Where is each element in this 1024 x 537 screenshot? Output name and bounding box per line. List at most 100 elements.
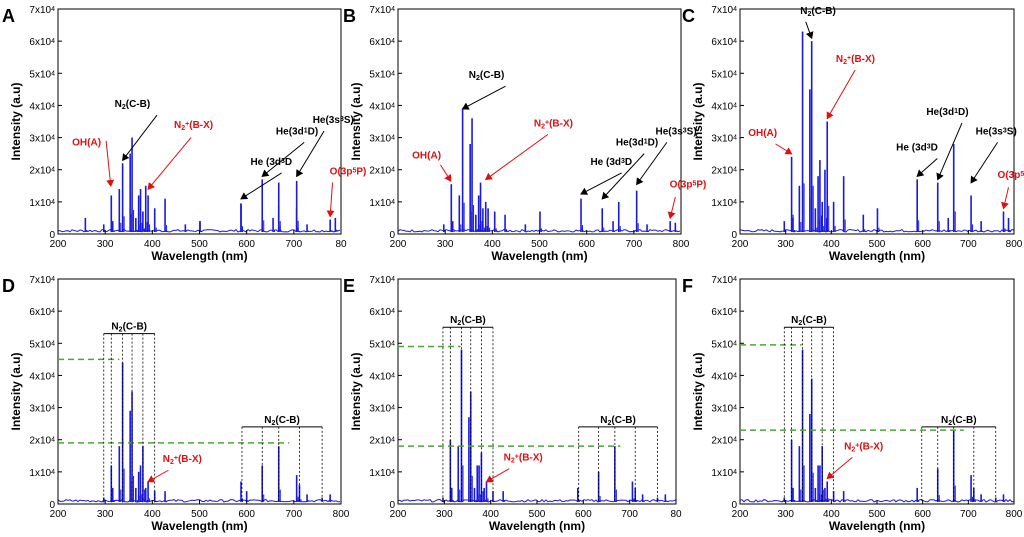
y-tick-label-part: 6x10: [369, 307, 391, 318]
x-tick-label: 500: [529, 509, 546, 520]
y-tick-label: 2x104: [369, 166, 395, 177]
bracket-label-part: (C-B): [952, 415, 976, 426]
panel-label: A: [2, 6, 15, 26]
y-tick-label-part: 1x10: [711, 468, 733, 479]
annotation-label-part: 3: [927, 143, 931, 150]
annotation-arrow: [601, 153, 645, 200]
annotation-arrow: [805, 21, 814, 40]
annotation-label: OH(A): [72, 138, 101, 149]
annotation-label-part: (B-X): [859, 441, 883, 452]
annotation-label-part: D): [958, 107, 969, 118]
y-tick-label-part: 4: [391, 166, 395, 173]
y-tick-label-part: 6x10: [711, 37, 733, 48]
y-tick-label-part: 4x10: [369, 101, 391, 112]
x-tick-label: 700: [285, 239, 302, 250]
annotation-label-part: N: [174, 120, 181, 131]
bracket-label-part: N: [264, 415, 271, 426]
x-tick-label: 400: [823, 509, 840, 520]
annotation-label: O(3p5P): [998, 170, 1024, 181]
bracket-label-part: N: [111, 322, 118, 333]
annotation-label-part: D: [625, 157, 632, 168]
y-tick-label-part: 4: [391, 308, 395, 315]
annotation-label-part: S): [344, 115, 354, 126]
y-tick-label-part: 5x10: [711, 69, 733, 80]
annotation-label-part: OH(A): [72, 138, 101, 149]
y-tick-label-part: 4: [391, 276, 395, 283]
y-tick-label: 5x104: [29, 69, 55, 80]
x-tick-label: 700: [621, 509, 638, 520]
y-tick-label: 4x104: [711, 371, 737, 382]
annotation-label: He(3s3S): [656, 126, 697, 137]
y-tick-label: 3x104: [369, 134, 395, 145]
y-tick-label: 4x104: [369, 101, 395, 112]
annotation-arrow: [916, 158, 938, 178]
x-axis-label: Wavelength (nm): [489, 519, 585, 533]
y-tick-label: 1x104: [29, 198, 55, 209]
x-tick-label: 400: [144, 509, 161, 520]
y-tick-label-part: 4: [733, 372, 737, 379]
x-tick-label: 800: [673, 239, 690, 250]
annotation-label-part: 1: [954, 108, 958, 115]
x-tick-label: 200: [50, 239, 67, 250]
y-tick-label: 7x104: [29, 5, 55, 16]
annotation-label-part: 3: [281, 157, 285, 164]
annotation-arrow: [147, 469, 169, 483]
y-tick-label: 1x104: [29, 468, 55, 479]
annotation-label-part: N: [504, 453, 511, 464]
bracket-label-part: (C-B): [802, 315, 826, 326]
annotation-label-part: O(3p: [998, 170, 1021, 181]
annotation-label-part: He(3d: [276, 126, 304, 137]
annotation-label-part: He(3s: [656, 126, 684, 137]
y-tick-label-part: 0: [389, 230, 395, 241]
annotation-arrow: [1000, 187, 1010, 210]
annotation-arrow: [826, 69, 856, 120]
y-tick-label-part: 4: [733, 38, 737, 45]
y-tick-label: 6x104: [29, 307, 55, 318]
annotation-label-part: (B-X): [549, 118, 573, 129]
annotation-label-part: N: [469, 70, 476, 81]
annotation-label-part: 1: [304, 127, 308, 134]
y-tick-label: 2x104: [711, 166, 737, 177]
annotation-label-part: He (3d: [590, 157, 621, 168]
x-axis-label: Wavelength (nm): [151, 249, 247, 263]
axes-frame: [397, 278, 677, 505]
annotation-label-part: 3: [340, 116, 344, 123]
y-tick-label: 4x104: [29, 101, 55, 112]
annotation-arrow: [105, 140, 115, 187]
y-tick-label: 0: [49, 500, 55, 511]
y-tick-label-part: 7x10: [29, 5, 51, 16]
x-axis-label: Wavelength (nm): [829, 519, 925, 533]
y-tick-label-part: 4: [51, 166, 55, 173]
bracket-label-part: 2: [798, 320, 802, 327]
bracket-label-part: 2: [271, 420, 275, 427]
annotation-label: N2(C-B): [800, 6, 836, 18]
annotation-label-part: +: [855, 442, 859, 449]
y-tick-label-part: 7x10: [29, 275, 51, 286]
x-tick-label: 200: [732, 239, 749, 250]
panel-label: E: [343, 276, 355, 296]
axes-frame: [57, 278, 342, 505]
y-tick-label-part: 4: [51, 468, 55, 475]
annotation-arrow: [970, 142, 998, 184]
y-tick-label-part: 4: [391, 468, 395, 475]
annotation-arrow: [775, 143, 793, 155]
annotation-label-part: 5: [1020, 170, 1024, 177]
annotation-label-part: S): [687, 126, 697, 137]
y-tick-label-part: 0: [731, 230, 737, 241]
annotation-label-part: O(3p: [330, 167, 353, 178]
y-tick-label-part: 4: [51, 340, 55, 347]
annotation-label-part: 3: [1003, 127, 1007, 134]
y-tick-label-part: 3x10: [711, 404, 733, 415]
y-tick-label-part: 6x10: [29, 37, 51, 48]
x-axis-label: Wavelength (nm): [491, 249, 587, 263]
y-tick-label-part: 0: [49, 230, 55, 241]
annotation-label-part: +: [515, 453, 519, 460]
y-tick-label: 1x104: [711, 198, 737, 209]
y-tick-label-part: 4: [51, 70, 55, 77]
annotation-label-part: 1: [644, 138, 648, 145]
y-tick-label: 6x104: [711, 37, 737, 48]
y-axis-label: Intensity (a.u): [691, 82, 705, 160]
annotation-label: N2+(B-X): [844, 441, 883, 453]
y-tick-label-part: 4: [733, 6, 737, 13]
